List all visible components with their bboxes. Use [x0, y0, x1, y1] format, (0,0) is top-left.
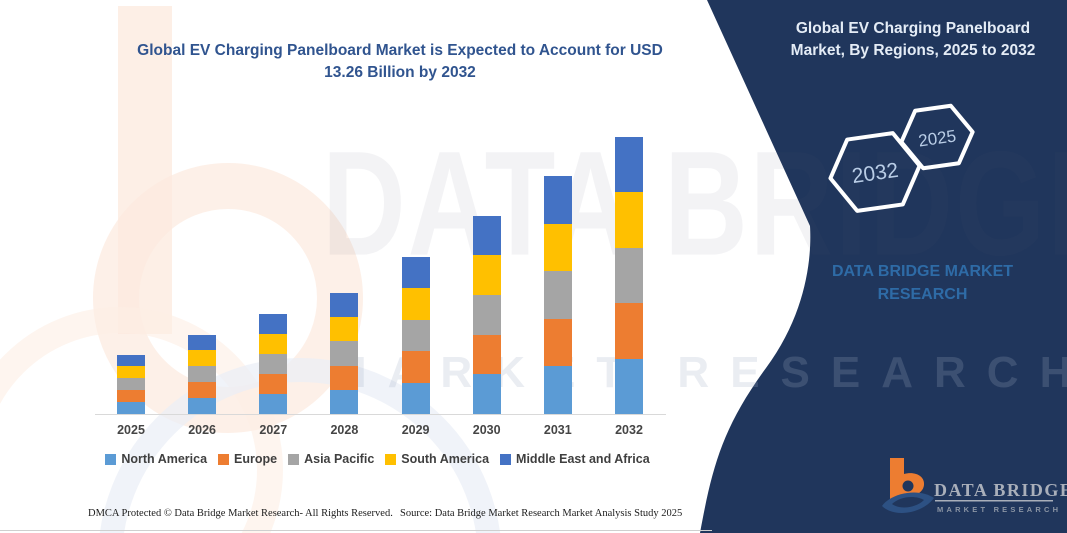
bar-segment-middle-east-and-africa[interactable]	[117, 354, 145, 367]
x-axis-label-2026: 2026	[188, 423, 216, 437]
bar-segment-north-america[interactable]	[472, 374, 501, 414]
chart-legend: North America Europe Asia Pacific South Ame…	[80, 452, 675, 466]
bar-segment-europe[interactable]	[615, 303, 643, 359]
bar-segment-middle-east-and-africa[interactable]	[259, 313, 288, 334]
bar-segment-middle-east-and-africa[interactable]	[188, 334, 217, 351]
x-axis-label-2025: 2025	[117, 423, 145, 437]
bar-segment-south-america[interactable]	[330, 317, 359, 342]
x-axis-label-2032: 2032	[615, 423, 643, 437]
legend-swatch-icon	[385, 453, 397, 465]
legend-swatch-icon	[105, 453, 117, 465]
watermark-row-text: MARKET RESEARCH	[330, 348, 1067, 397]
x-axis-label-2027: 2027	[259, 423, 288, 437]
bar-segment-asia-pacific[interactable]	[472, 294, 501, 335]
bar-segment-middle-east-and-africa[interactable]	[472, 215, 501, 256]
bar-segment-middle-east-and-africa[interactable]	[543, 176, 572, 224]
logo-b-icon	[890, 458, 925, 500]
bar-segment-europe[interactable]	[259, 373, 288, 394]
chart-title: Global EV Charging Panelboard Market is …	[100, 40, 700, 85]
stacked-bar-2025[interactable]	[117, 354, 145, 414]
bar-segment-middle-east-and-africa[interactable]	[401, 256, 430, 288]
legend-item-north-america[interactable]: North America	[105, 452, 207, 466]
bar-segment-asia-pacific[interactable]	[543, 271, 572, 319]
bar-segment-south-america[interactable]	[472, 255, 501, 295]
bottom-divider	[0, 530, 712, 531]
stacked-bar-2031[interactable]	[543, 176, 572, 414]
bar-segment-middle-east-and-africa[interactable]	[615, 137, 643, 193]
bar-segment-middle-east-and-africa[interactable]	[330, 293, 359, 318]
bar-segment-south-america[interactable]	[543, 223, 572, 272]
footer-source-text: Source: Data Bridge Market Research Mark…	[400, 508, 683, 519]
stacked-bar-plot	[95, 120, 665, 414]
stacked-bar-2028[interactable]	[330, 293, 359, 414]
bar-segment-south-america[interactable]	[615, 192, 643, 248]
bar-segment-asia-pacific[interactable]	[117, 378, 145, 391]
bar-segment-europe[interactable]	[543, 318, 572, 367]
x-axis-labels: 2025 2026 2027 2028 2029 2030 2031 2032	[95, 423, 665, 443]
bar-segment-asia-pacific[interactable]	[615, 247, 643, 304]
bar-segment-north-america[interactable]	[401, 382, 430, 414]
legend-swatch-icon	[500, 453, 512, 465]
bar-segment-europe[interactable]	[401, 351, 430, 383]
bar-segment-europe[interactable]	[472, 334, 501, 375]
legend-swatch-icon	[288, 453, 300, 465]
logo-swoosh-inner	[892, 496, 924, 508]
chart-title-line2: 13.26 Billion by 2032	[324, 64, 476, 82]
bar-segment-south-america[interactable]	[117, 366, 145, 379]
panel-brand-text: DATA BRIDGE MARKET RESEARCH	[831, 263, 1014, 304]
bar-segment-north-america[interactable]	[543, 366, 572, 414]
x-axis-line	[95, 414, 666, 415]
logo-tagline-text: MARKET RESEARCH	[937, 505, 1061, 514]
bar-segment-asia-pacific[interactable]	[330, 341, 359, 366]
logo-name-text: DATA BRIDGE	[934, 480, 1067, 500]
logo-b-hole	[902, 480, 914, 492]
legend-label: North America	[121, 452, 208, 466]
bar-segment-north-america[interactable]	[330, 389, 359, 414]
stacked-bar-2027[interactable]	[259, 313, 288, 414]
stacked-bar-2030[interactable]	[472, 215, 501, 414]
bar-segment-north-america[interactable]	[615, 358, 643, 414]
bar-segment-asia-pacific[interactable]	[188, 366, 217, 383]
bar-segment-asia-pacific[interactable]	[401, 319, 430, 351]
legend-label: Europe	[234, 452, 278, 466]
bar-segment-south-america[interactable]	[401, 288, 430, 320]
stacked-bar-2032[interactable]	[615, 137, 643, 414]
legend-item-middle-east-and-africa[interactable]: Middle East and Africa	[500, 452, 650, 466]
x-axis-label-2031: 2031	[543, 423, 572, 437]
legend-item-europe[interactable]: Europe	[218, 452, 277, 466]
chart-title-line1: Global EV Charging Panelboard Market is …	[137, 42, 663, 59]
legend-item-south-america[interactable]: South America	[385, 452, 489, 466]
legend-swatch-icon	[218, 453, 230, 465]
bar-segment-north-america[interactable]	[188, 398, 217, 414]
stacked-bar-2029[interactable]	[401, 256, 430, 414]
panel-heading: Global EV Charging Panelboard Market, By…	[790, 20, 1036, 59]
legend-label: Middle East and Africa	[516, 452, 650, 466]
bar-segment-north-america[interactable]	[117, 402, 145, 414]
bar-segment-south-america[interactable]	[259, 333, 288, 354]
logo-underline	[935, 500, 1053, 502]
bar-segment-europe[interactable]	[117, 390, 145, 403]
legend-label: Asia Pacific	[304, 452, 375, 466]
bar-segment-south-america[interactable]	[188, 350, 217, 367]
footer-dmca-text: DMCA Protected © Data Bridge Market Rese…	[88, 508, 393, 519]
x-axis-label-2030: 2030	[472, 423, 501, 437]
bar-segment-asia-pacific[interactable]	[259, 353, 288, 374]
bar-segment-europe[interactable]	[188, 382, 217, 399]
stacked-bar-2026[interactable]	[188, 334, 217, 414]
x-axis-label-2028: 2028	[330, 423, 359, 437]
logo-swoosh-icon	[882, 492, 934, 513]
bar-segment-europe[interactable]	[330, 365, 359, 390]
legend-label: South America	[401, 452, 490, 466]
x-axis-label-2029: 2029	[401, 423, 430, 437]
legend-item-asia-pacific[interactable]: Asia Pacific	[288, 452, 374, 466]
bar-segment-north-america[interactable]	[259, 393, 288, 414]
